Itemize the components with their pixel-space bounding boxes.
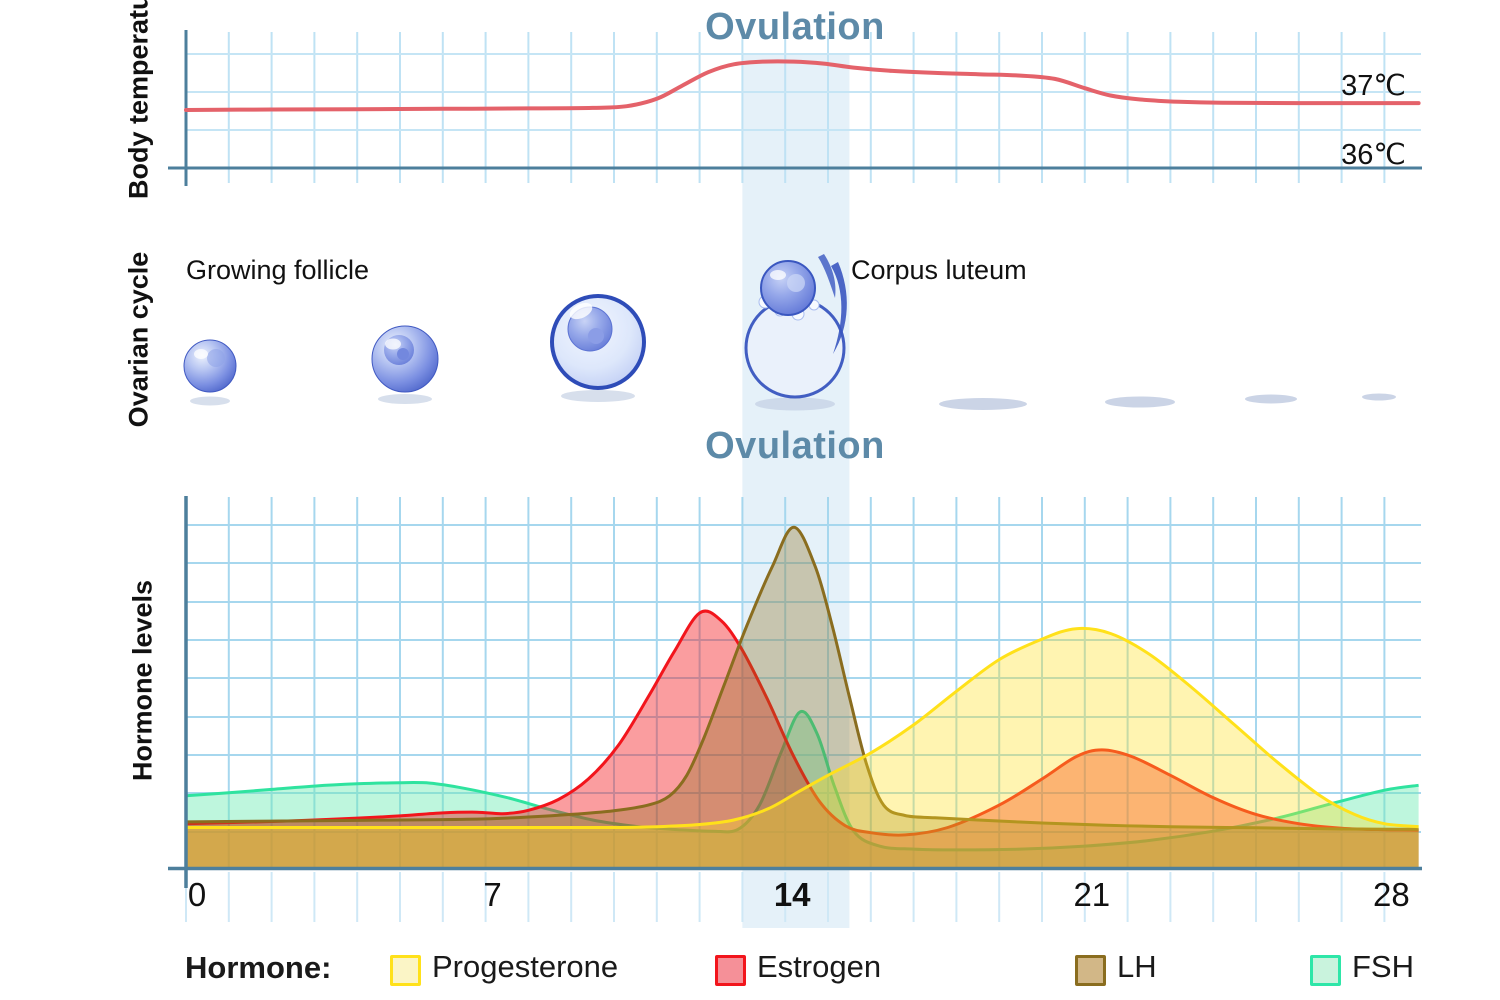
legend-label: LH [1117, 949, 1157, 984]
curve-fill-estrogen [186, 611, 1419, 869]
temp-37c-label: 37℃ [1341, 70, 1406, 102]
ovulation-title-mid: Ovulation [705, 425, 885, 467]
legend-label: Progesterone [432, 949, 619, 984]
follicle-medium-icon [371, 325, 439, 393]
shadow [939, 398, 1027, 410]
x-tick-label-0: 0 [187, 876, 207, 913]
ovulation-title-top: Ovulation [705, 6, 885, 48]
curve-fill-lh [186, 527, 1419, 869]
temp-36c-label: 36℃ [1341, 139, 1406, 171]
corpus-luteum-label: Corpus luteum [851, 255, 1027, 285]
legend-title: Hormone: [185, 950, 332, 985]
x-tick-label-7: 7 [483, 876, 502, 913]
shadow [561, 390, 635, 402]
shadow [755, 397, 835, 411]
x-tick-label-14: 14 [773, 876, 811, 913]
legend-label: FSH [1352, 949, 1414, 984]
ovarian-cycle-axis-label: Ovarian cycle [123, 251, 154, 428]
follicle-small-icon [183, 339, 237, 393]
shadow [1105, 396, 1175, 408]
charts-layer [168, 30, 1422, 922]
body-temperature-axis-label: Body temperature [123, 0, 154, 200]
shadow [378, 394, 432, 404]
curve-line-estrogen [185, 609, 1419, 837]
ovulation-follicle-icon [744, 254, 847, 399]
legend-swatch-fsh [1310, 955, 1341, 986]
legend-label: Estrogen [757, 949, 882, 984]
growing-follicle-label: Growing follicle [186, 255, 370, 285]
x-tick-label-21: 21 [1073, 876, 1111, 913]
curve-fill-progesterone [186, 628, 1419, 869]
legend-swatch-progesterone [390, 955, 421, 986]
hormone-legend: Hormone: Progesterone Estrogen LH FSH [0, 944, 1500, 994]
x-tick-label-28: 28 [1373, 876, 1410, 913]
legend-swatch-lh [1075, 955, 1106, 986]
legend-swatch-estrogen [715, 955, 746, 986]
shadow [1362, 393, 1396, 401]
shadow [190, 396, 230, 406]
shadow [1245, 394, 1297, 404]
follicle-large-icon [550, 294, 646, 390]
curve-line-lh [185, 525, 1419, 831]
ovarian-cycle-icons [183, 254, 1396, 411]
curve-line-fsh [185, 709, 1419, 852]
curve-line-progesterone [186, 626, 1419, 830]
body-temperature-curve [184, 59, 1421, 112]
hormone-levels-axis-label: Hormone levels [127, 579, 158, 782]
